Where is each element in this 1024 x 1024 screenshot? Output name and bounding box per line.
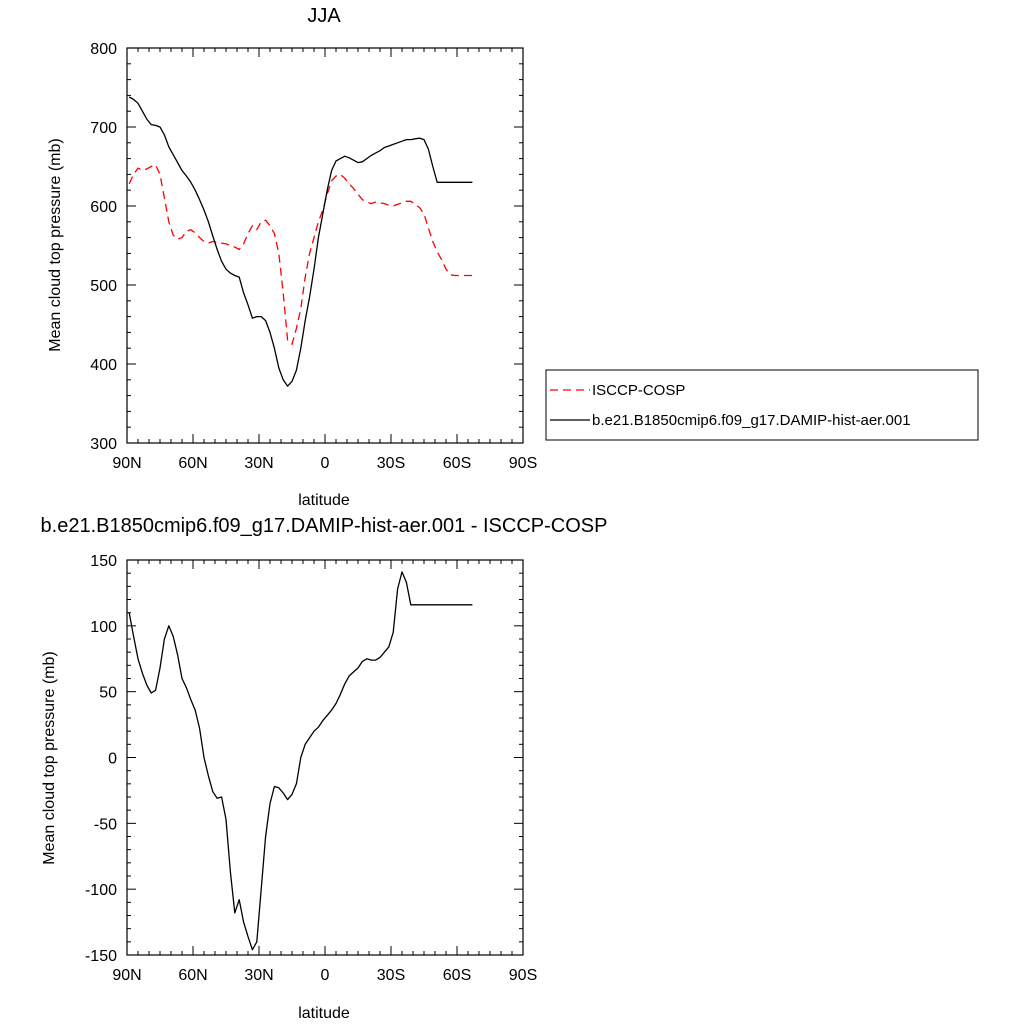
legend-box: [545, 369, 979, 441]
bottom-panel: b.e21.B1850cmip6.f09_g17.DAMIP-hist-aer.…: [41, 515, 608, 1022]
bottom-x-tick-label: 60S: [443, 967, 471, 984]
bottom-plot-area: 90N 60N 30N 0 30S 60S 90S -150 -100 -50 0 50 100 150: [85, 553, 537, 984]
top-x-tick-label: 30N: [244, 455, 273, 472]
bottom-y-axis-label: Mean cloud top pressure (mb): [41, 651, 58, 864]
bottom-x-axis-label: latitude: [298, 1005, 350, 1022]
top-x-axis-label: latitude: [298, 492, 350, 509]
bottom-series-line-0: [128, 571, 473, 951]
bottom-x-tick-label: 0: [321, 967, 330, 984]
top-panel: JJA 90N 60N 30N 0 30S 60S 90S 300 400 500 600 700 80…: [47, 5, 979, 509]
bottom-y-tick-label: 150: [90, 553, 117, 570]
top-y-tick-label: 400: [90, 357, 117, 374]
bottom-y-tick-label: -100: [85, 882, 117, 899]
legend-label-isccp: ISCCP-COSP: [592, 382, 685, 399]
top-x-tick-label: 60S: [443, 455, 471, 472]
top-y-tick-label: 600: [90, 199, 117, 216]
bottom-y-tick-label: -150: [85, 948, 117, 965]
top-x-tick-label: 0: [321, 455, 330, 472]
top-y-tick-label: 500: [90, 278, 117, 295]
top-plot-area: 90N 60N 30N 0 30S 60S 90S 300 400 500 600 700 800: [90, 41, 537, 472]
legend-label-model: b.e21.B1850cmip6.f09_g17.DAMIP-hist-aer.…: [592, 412, 911, 429]
bottom-y-tick-label: 100: [90, 619, 117, 636]
top-y-tick-label: 700: [90, 120, 117, 137]
top-x-tick-label: 90S: [509, 455, 537, 472]
bottom-y-tick-label: 50: [99, 685, 117, 702]
top-x-tick-label: 90N: [112, 455, 141, 472]
top-x-tick-label: 30S: [377, 455, 405, 472]
top-chart-title: JJA: [307, 5, 341, 27]
top-x-tick-label: 60N: [178, 455, 207, 472]
bottom-x-tick-label: 90S: [509, 967, 537, 984]
bottom-x-tick-label: 90N: [112, 967, 141, 984]
top-y-axis-label: Mean cloud top pressure (mb): [47, 138, 64, 351]
bottom-x-tick-label: 30S: [377, 967, 405, 984]
top-series-line-1: [128, 96, 473, 387]
bottom-y-tick-label: 0: [108, 751, 117, 768]
bottom-x-tick-label: 30N: [244, 967, 273, 984]
bottom-x-tick-label: 60N: [178, 967, 207, 984]
bottom-y-tick-label: -50: [94, 816, 117, 833]
bottom-plot-frame: [126, 559, 524, 956]
legend: ISCCP-COSP b.e21.B1850cmip6.f09_g17.DAMI…: [545, 369, 979, 441]
top-series-line-0: [128, 164, 473, 345]
top-y-tick-label: 800: [90, 41, 117, 58]
bottom-chart-title: b.e21.B1850cmip6.f09_g17.DAMIP-hist-aer.…: [41, 515, 608, 537]
top-plot-frame: [126, 47, 524, 444]
top-y-tick-label: 300: [90, 436, 117, 453]
